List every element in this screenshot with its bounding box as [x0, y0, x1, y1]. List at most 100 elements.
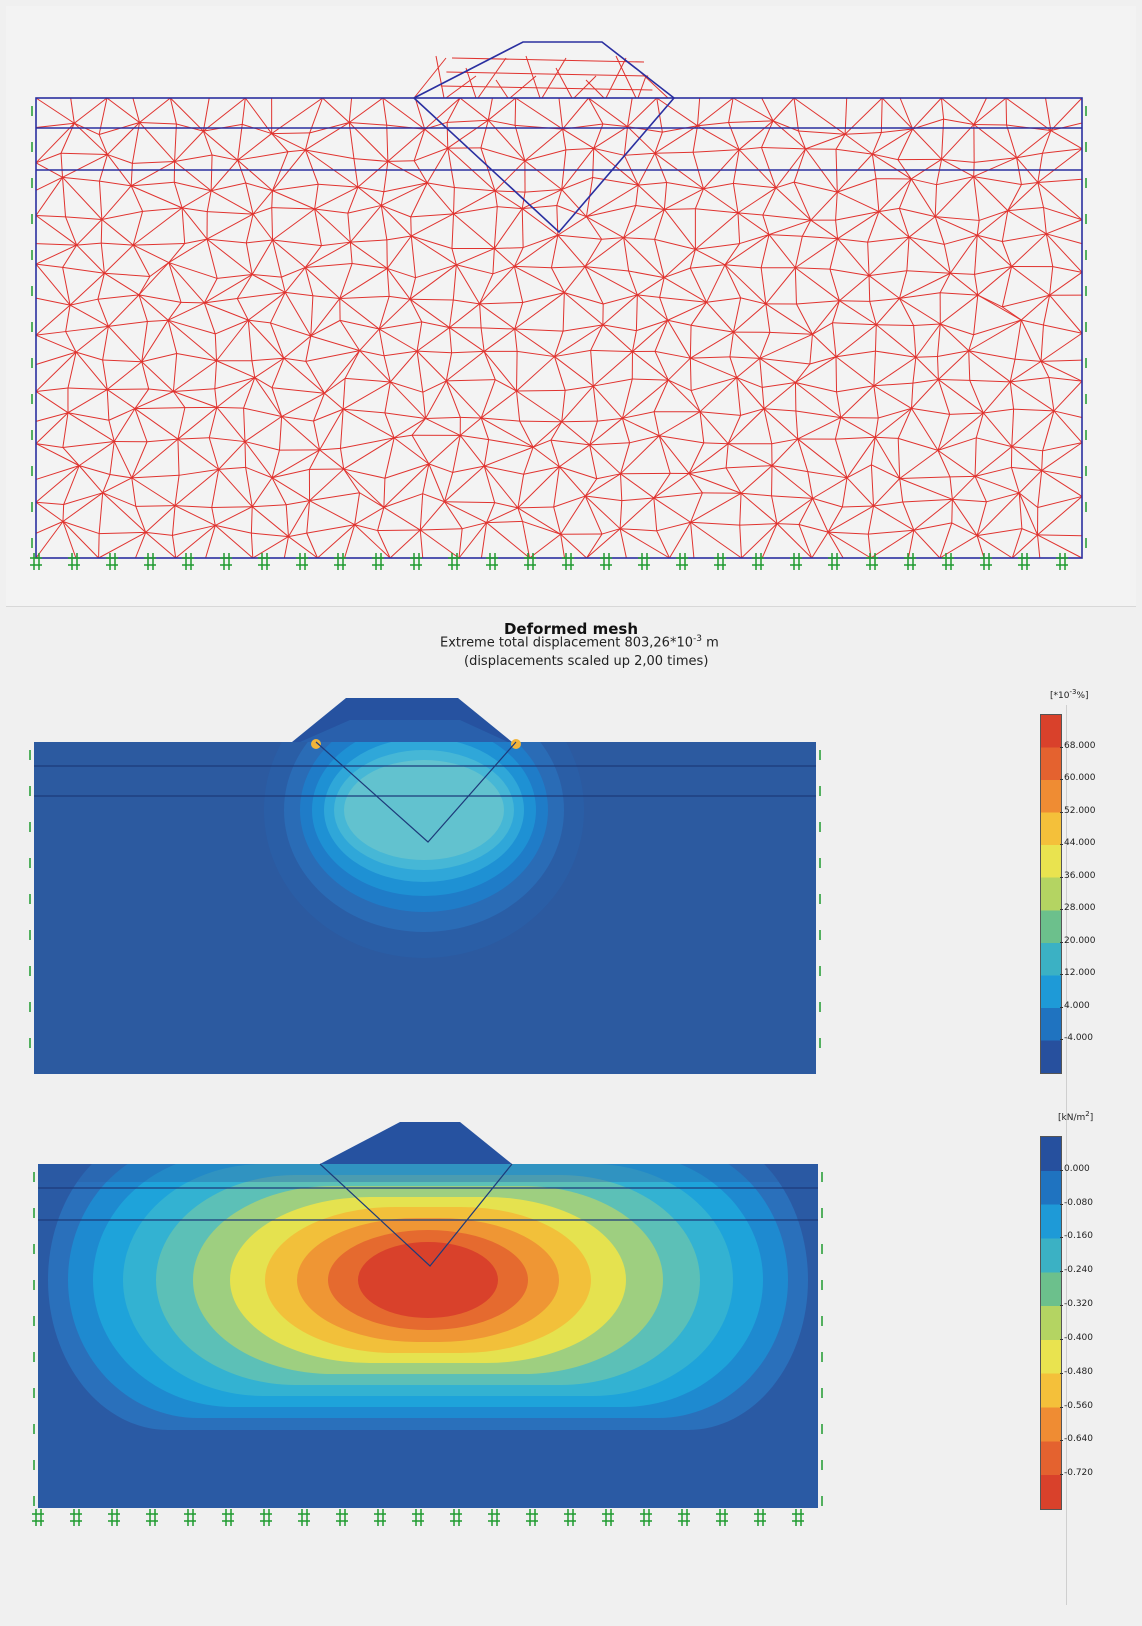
mesh-edge — [761, 120, 774, 148]
mesh-edge — [592, 176, 639, 186]
mesh-edge — [899, 476, 950, 479]
mesh-edge — [771, 465, 808, 473]
mesh-edge — [976, 437, 1012, 448]
mesh-edge — [141, 321, 148, 362]
mesh-edge — [97, 294, 140, 300]
mesh-edge — [139, 121, 177, 125]
mesh-edge — [951, 522, 978, 537]
strain-contour-plot[interactable] — [0, 690, 860, 1090]
fixity-bottom-mark — [866, 553, 878, 570]
mesh-edge — [659, 435, 704, 444]
mesh-edge — [35, 152, 62, 164]
mesh-edge — [35, 501, 64, 522]
mesh-edge — [835, 356, 875, 387]
mesh-edge — [428, 463, 453, 473]
mesh-edge — [524, 189, 562, 193]
mesh-edge — [940, 323, 974, 336]
geometry-lines — [34, 741, 816, 843]
mesh-edge — [584, 495, 603, 535]
mesh-edge — [692, 125, 698, 153]
mesh-edge — [554, 356, 594, 387]
mesh-edge — [524, 160, 563, 190]
mesh-edge — [421, 321, 450, 329]
mesh-edge — [798, 498, 814, 525]
mesh-edge — [563, 266, 586, 293]
mesh-edge — [378, 296, 390, 330]
mesh-edge — [411, 235, 457, 266]
mesh-edge — [486, 520, 523, 524]
mesh-edge — [554, 330, 564, 357]
mesh-edge — [359, 492, 385, 508]
mesh-view-panel[interactable] — [6, 6, 1136, 607]
mesh-edge — [807, 471, 814, 499]
mesh-edge — [271, 132, 310, 135]
mesh-edge — [78, 441, 115, 467]
mesh-edge — [483, 328, 516, 352]
mesh-edge — [35, 243, 77, 246]
mesh-edge — [452, 264, 457, 301]
mesh-edge — [795, 238, 838, 269]
mesh-edge — [462, 522, 487, 530]
displacement-exponent: -3 — [693, 634, 702, 644]
mesh-edge — [380, 205, 412, 237]
mesh-edge — [62, 266, 105, 274]
mesh-edge — [627, 97, 658, 128]
mesh-edge — [871, 154, 877, 179]
mesh-edge — [689, 267, 708, 303]
mesh-edge — [653, 497, 691, 523]
mesh-edge — [1018, 492, 1039, 508]
mesh-edge — [768, 234, 796, 269]
legend-tick-label: 28.000 — [1064, 903, 1096, 914]
legend-tick — [1060, 1406, 1063, 1408]
mesh-edge — [414, 97, 426, 130]
mesh-edge — [976, 535, 985, 559]
mesh-edge — [1009, 359, 1016, 382]
mesh-edge — [584, 266, 604, 305]
mesh-edge — [559, 444, 590, 468]
fixity-bottom-mark — [486, 553, 498, 570]
fixity-bottom-mark — [410, 553, 422, 570]
mesh-edge — [35, 465, 80, 503]
mesh-edge — [631, 330, 637, 352]
plot-title: Deformed mesh — [503, 620, 639, 638]
mesh-edge — [653, 411, 660, 436]
mesh-edge — [1011, 233, 1047, 267]
mesh-edge — [759, 332, 771, 359]
fixity-bottom-mark — [334, 553, 346, 570]
mesh-edge — [209, 437, 246, 443]
fixity-bottom-mark — [298, 1509, 310, 1526]
mesh-edge — [907, 530, 915, 559]
mesh-edge — [769, 331, 813, 335]
mesh-edge — [941, 119, 945, 160]
strain-unit-prefix: [*10 — [1050, 691, 1070, 701]
mesh-edge — [147, 438, 178, 443]
mesh-edge — [654, 125, 698, 154]
mesh-edge — [523, 446, 534, 475]
mesh-edge — [35, 351, 77, 392]
mesh-edge — [982, 412, 1013, 447]
mesh-edge — [690, 264, 726, 269]
mesh-edge — [131, 438, 179, 479]
stress-contour-plot[interactable] — [0, 1110, 860, 1540]
mesh-edge — [378, 328, 418, 352]
mesh-edge — [880, 97, 883, 133]
mesh-edge — [145, 532, 177, 559]
mesh-edge — [627, 97, 633, 127]
mesh-edge — [206, 190, 212, 212]
fixity-bottom-mark — [792, 1509, 804, 1526]
mesh-edge — [522, 189, 562, 210]
legend-tick-label: 4.000 — [1064, 1000, 1090, 1011]
strain-peak-left — [311, 739, 321, 749]
legend-tick — [1060, 941, 1063, 943]
mesh-edge — [458, 528, 463, 559]
mesh-edge — [667, 357, 691, 381]
mesh-edge — [1042, 295, 1051, 326]
mesh-edge — [732, 97, 774, 122]
mesh-edge — [620, 528, 657, 532]
mesh-edge — [839, 300, 870, 302]
mesh-edge — [359, 350, 391, 383]
mesh-edge — [169, 97, 204, 132]
mesh-edge — [562, 97, 589, 130]
mesh-edge — [982, 381, 1011, 414]
mesh-edge — [974, 476, 987, 503]
